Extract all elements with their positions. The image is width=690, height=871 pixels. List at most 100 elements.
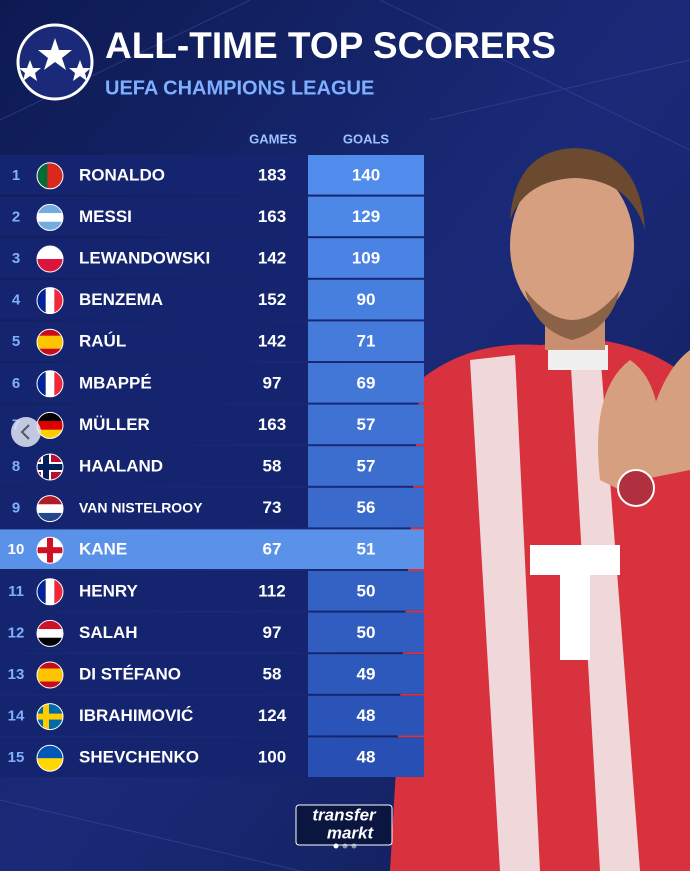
flag-stripe xyxy=(45,287,55,314)
title: ALL-TIME TOP SCORERS xyxy=(105,25,556,66)
games: 73 xyxy=(263,498,282,517)
flag-stripe xyxy=(37,204,63,214)
rank: 3 xyxy=(12,250,20,267)
goals: 51 xyxy=(357,540,376,559)
goals-cell xyxy=(308,654,424,694)
flag xyxy=(37,537,63,564)
goals: 57 xyxy=(357,456,376,475)
goals: 69 xyxy=(357,373,376,392)
goals-cell xyxy=(308,446,424,486)
games: 100 xyxy=(258,748,286,767)
rank: 12 xyxy=(8,624,25,641)
player-name: LEWANDOWSKI xyxy=(79,248,210,267)
rank: 1 xyxy=(12,167,20,184)
player-name: BENZEMA xyxy=(79,290,163,309)
flag-stripe xyxy=(37,745,63,759)
rank: 6 xyxy=(12,375,20,392)
flag-stripe xyxy=(37,412,63,422)
player-name: KANE xyxy=(79,540,127,559)
flag xyxy=(37,162,63,189)
games: 97 xyxy=(263,623,282,642)
rank: 10 xyxy=(8,541,25,558)
flag-stripe xyxy=(54,370,63,397)
flag-stripe xyxy=(37,335,63,343)
goals: 140 xyxy=(352,165,380,184)
flag xyxy=(37,329,63,356)
flag-stripe xyxy=(37,495,63,505)
flag-stripe xyxy=(37,370,47,397)
flag-stripe xyxy=(37,429,63,439)
rank: 15 xyxy=(8,749,25,766)
column-header: GOALS xyxy=(343,131,390,146)
flag-stripe xyxy=(37,758,63,772)
flag-border xyxy=(36,703,64,731)
goals-cell xyxy=(308,571,424,611)
flag-stripe xyxy=(37,221,63,231)
goals-cell xyxy=(308,363,424,403)
flag-border xyxy=(36,328,64,356)
flag-stripe xyxy=(37,662,63,669)
flag xyxy=(37,412,63,439)
flag-border xyxy=(36,536,64,564)
games: 183 xyxy=(258,165,286,184)
flag-stripe xyxy=(37,668,63,676)
flag-stripe xyxy=(37,512,63,522)
player-name: DI STÉFANO xyxy=(79,664,181,683)
goals: 90 xyxy=(357,290,376,309)
games: 142 xyxy=(258,248,286,267)
rank: 4 xyxy=(12,292,21,309)
flag-cross xyxy=(37,464,63,470)
player-name: HAALAND xyxy=(79,456,163,475)
flag-stripe xyxy=(37,329,63,337)
games: 58 xyxy=(263,664,282,683)
subtitle: UEFA CHAMPIONS LEAGUE xyxy=(105,77,374,99)
flag-border xyxy=(36,203,64,231)
games: 163 xyxy=(258,207,286,226)
goals-cell xyxy=(308,695,424,736)
goals: 71 xyxy=(357,332,376,351)
flag-stripe xyxy=(37,342,63,350)
player-name: MESSI xyxy=(79,207,132,226)
player-name: IBRAHIMOVIĆ xyxy=(79,706,193,725)
player-name: VAN NISTELROOY xyxy=(79,499,203,515)
flag-border xyxy=(36,162,64,190)
player-name: RONALDO xyxy=(79,165,165,184)
goals-cell xyxy=(308,737,424,777)
goals-cell xyxy=(308,238,424,278)
flag-border xyxy=(36,370,64,398)
flag-stripe xyxy=(54,578,63,605)
rank: 9 xyxy=(12,500,20,517)
player-name: MÜLLER xyxy=(79,415,150,434)
goals-cell xyxy=(308,279,424,320)
player-name: SHEVCHENKO xyxy=(79,748,199,767)
flag xyxy=(37,745,63,772)
flag-border xyxy=(36,453,64,481)
flag xyxy=(37,370,63,397)
flag xyxy=(37,578,63,605)
goals-cell xyxy=(308,487,424,528)
flag xyxy=(37,703,63,730)
goals-cell xyxy=(308,155,424,195)
row-background xyxy=(0,529,424,569)
games: 163 xyxy=(258,415,286,434)
flag-border xyxy=(36,744,64,772)
ucl-logo xyxy=(16,23,94,101)
transfermarkt-logo: transfer markt xyxy=(295,804,393,846)
goals: 56 xyxy=(357,498,376,517)
flag xyxy=(37,620,63,647)
games: 142 xyxy=(258,332,286,351)
goals-cell xyxy=(308,321,424,361)
flag-border xyxy=(36,661,64,689)
player-photo xyxy=(390,148,690,871)
games: 152 xyxy=(258,290,286,309)
prev-button[interactable] xyxy=(11,417,41,447)
flag-border xyxy=(36,495,64,523)
rank: 14 xyxy=(8,708,25,725)
logo-text: transfer xyxy=(312,805,377,824)
games: 67 xyxy=(263,540,282,559)
flag xyxy=(37,662,63,688)
flag-stripe xyxy=(37,287,47,314)
goals: 109 xyxy=(352,248,380,267)
column-header: GAMES xyxy=(249,131,297,146)
